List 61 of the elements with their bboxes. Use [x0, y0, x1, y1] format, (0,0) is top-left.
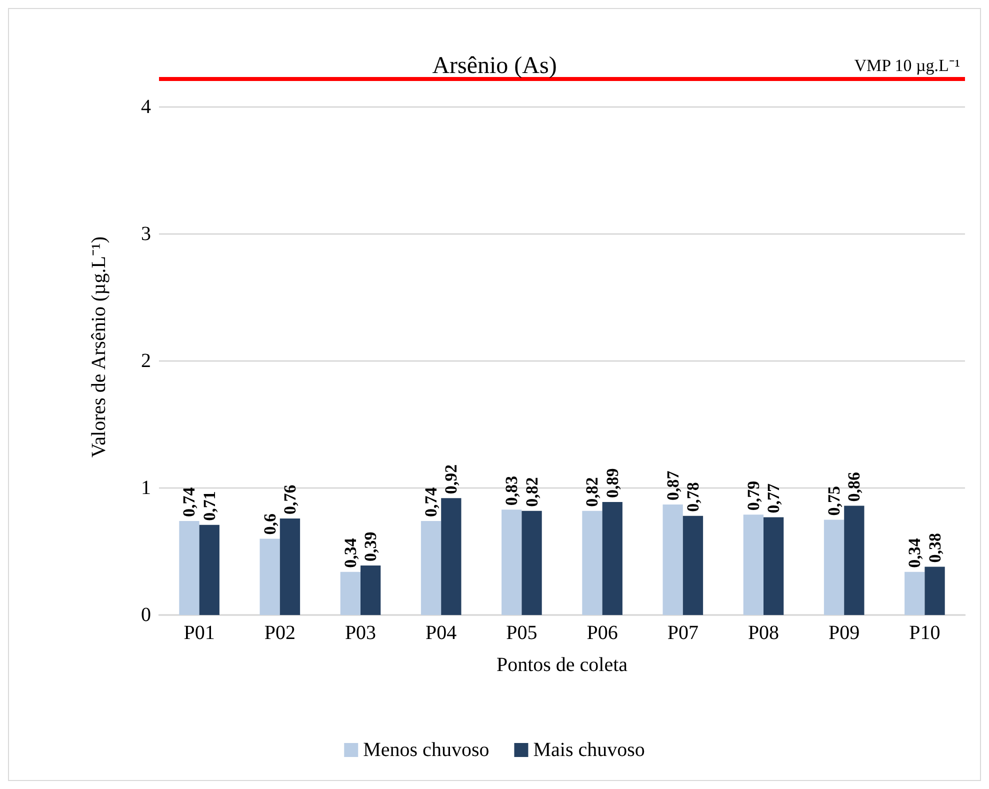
bar	[360, 565, 381, 615]
data-label: 0,82	[522, 477, 542, 507]
x-tick-label: P08	[748, 622, 780, 644]
data-label: 0,76	[280, 484, 300, 514]
x-tick-label: P09	[828, 622, 860, 644]
data-label: 0,34	[340, 538, 360, 568]
data-label: 0,92	[442, 464, 461, 494]
data-label: 0,75	[824, 486, 844, 516]
bar	[764, 517, 784, 615]
y-tick-label: 2	[141, 350, 151, 372]
data-label: 0,71	[200, 491, 219, 521]
bar	[662, 504, 683, 615]
x-tick-label: P05	[506, 622, 538, 644]
y-tick-label: 1	[141, 476, 151, 499]
data-label: 0,74	[422, 486, 441, 518]
bar	[844, 506, 864, 615]
bar	[179, 521, 200, 615]
legend-label: Menos chuvoso	[363, 739, 490, 761]
bar	[743, 514, 764, 615]
bar	[824, 520, 844, 615]
y-axis-title: Valores de Arsênio (µg.L⁻¹)	[88, 236, 110, 458]
chart-title: Arsênio (As)	[432, 53, 557, 79]
bar	[904, 572, 925, 615]
data-label: 0,87	[663, 470, 682, 500]
data-label: 0,38	[925, 532, 944, 563]
y-tick-label: 3	[141, 222, 151, 245]
x-tick-label: P06	[586, 622, 618, 644]
legend-label: Mais chuvoso	[533, 739, 645, 761]
data-label: 0,6	[260, 514, 280, 535]
y-tick-label: 4	[141, 96, 151, 118]
bar	[199, 524, 220, 615]
bar	[340, 572, 360, 615]
bar	[602, 502, 622, 615]
bar	[924, 566, 945, 615]
x-tick-label: P01	[184, 622, 215, 644]
x-tick-label: P02	[264, 622, 296, 644]
data-label: 0,79	[744, 480, 763, 511]
bar	[682, 516, 704, 615]
bar	[260, 538, 280, 615]
x-tick-label: P03	[344, 622, 376, 644]
x-axis-title: Pontos de coleta	[496, 654, 628, 676]
bar	[280, 518, 300, 615]
data-label: 0,77	[764, 482, 784, 514]
bar	[441, 498, 462, 615]
data-label: 0,39	[361, 532, 380, 562]
data-label: 0,89	[602, 468, 622, 498]
data-label: 0,82	[582, 477, 602, 507]
x-tick-label: P04	[426, 622, 457, 644]
bar	[420, 521, 442, 615]
ref-line-label: VMP 10 µg.L⁻¹	[854, 56, 960, 75]
x-tick-label: P07	[667, 622, 698, 644]
bar	[502, 510, 522, 615]
bar	[582, 510, 602, 615]
data-label: 0,74	[180, 486, 199, 518]
x-tick-label: P10	[909, 622, 940, 644]
data-label: 0,86	[844, 472, 864, 502]
data-label: 0,78	[683, 482, 702, 512]
data-label: 0,34	[905, 538, 924, 568]
data-label: 0,83	[502, 476, 522, 506]
y-tick-label: 0	[141, 604, 151, 626]
bar	[522, 510, 542, 615]
